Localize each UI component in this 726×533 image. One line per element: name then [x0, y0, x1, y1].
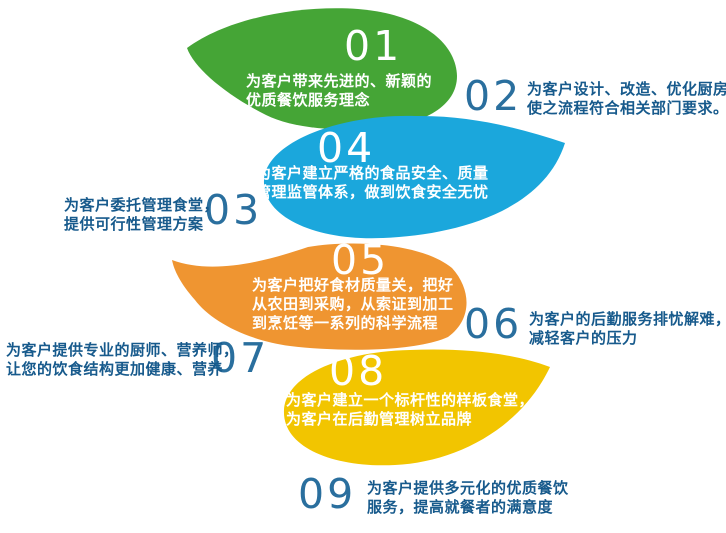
text-line: 为客户提供专业的厨师、营养师， [6, 342, 239, 359]
text-line: 从农田到采购，从索证到加工 [252, 296, 454, 313]
item-07-number: 07 [211, 334, 270, 382]
item-05-text: 为客户把好食材质量关，把好 从农田到采购，从索证到加工 到烹饪等一系列的科学流程 [252, 276, 454, 333]
text-line: 为客户建立严格的食品安全、质量 [256, 165, 489, 182]
text-line: 为客户建立一个标杆性的样板食堂， [286, 392, 535, 409]
leaf-04-blue-shape [263, 115, 565, 239]
text-line: 为客户把好食材质量关，把好 [252, 277, 454, 294]
text-line: 提供可行性管理方案 [64, 216, 204, 233]
item-06-number: 06 [464, 300, 523, 348]
item-02-number: 02 [464, 72, 523, 120]
text-line: 减轻客户的压力 [529, 330, 638, 347]
text-line: 优质餐饮服务理念 [246, 92, 371, 109]
text-line: 使之流程符合相关部门要求。 [527, 100, 726, 117]
item-07-text: 为客户提供专业的厨师、营养师， 让您的饮食结构更加健康、营养 [6, 341, 239, 379]
item-04-number: 04 [317, 124, 376, 172]
text-line: 到烹饪等一系列的科学流程 [252, 315, 439, 332]
leaf-01-green-shape [187, 8, 457, 130]
text-line: 为客户在后勤管理树立品牌 [286, 411, 473, 428]
item-09-text: 为客户提供多元化的优质餐饮 服务，提高就餐者的满意度 [367, 479, 569, 517]
text-line: 为客户提供多元化的优质餐饮 [367, 480, 569, 497]
item-01-text: 为客户带来先进的、新颖的 优质餐饮服务理念 [246, 72, 432, 110]
item-01-number: 01 [344, 22, 403, 70]
text-line: 管理监管体系，做到饮食安全无忧 [256, 184, 489, 201]
leaf-08-yellow-shape [283, 349, 550, 466]
text-line: 让您的饮食结构更加健康、营养 [6, 361, 224, 378]
item-08-text: 为客户建立一个标杆性的样板食堂， 为客户在后勤管理树立品牌 [286, 391, 534, 429]
item-03-number: 03 [204, 186, 263, 234]
text-line: 为客户设计、改造、优化厨房， [527, 81, 726, 98]
text-line: 为客户的后勤服务排忧解难， [529, 311, 726, 328]
text-line: 为客户委托管理食堂， [64, 197, 220, 214]
item-02-text: 为客户设计、改造、优化厨房， 使之流程符合相关部门要求。 [527, 80, 726, 118]
item-08-number: 08 [329, 347, 388, 395]
item-09-number: 09 [298, 470, 357, 518]
item-05-number: 05 [331, 236, 390, 284]
item-04-text: 为客户建立严格的食品安全、质量 管理监管体系，做到饮食安全无忧 [256, 164, 489, 202]
item-03-text: 为客户委托管理食堂， 提供可行性管理方案 [64, 196, 219, 234]
text-line: 为客户带来先进的、新颖的 [246, 73, 433, 90]
item-06-text: 为客户的后勤服务排忧解难， 减轻客户的压力 [529, 310, 726, 348]
text-line: 服务，提高就餐者的满意度 [367, 499, 554, 516]
leaf-05-orange-shape [172, 243, 467, 350]
